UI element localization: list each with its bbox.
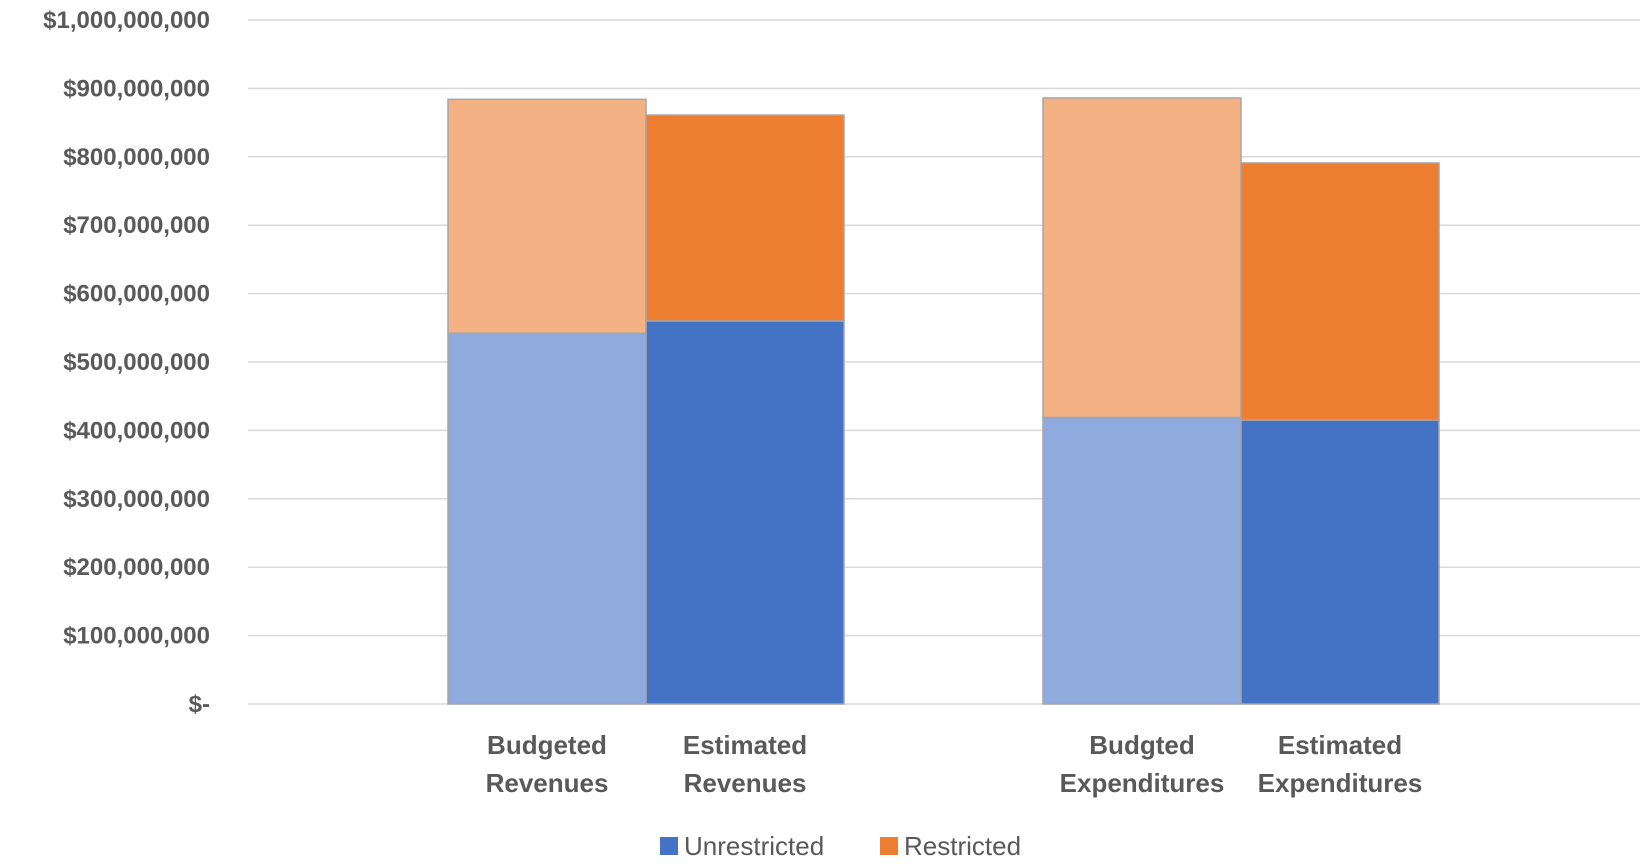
y-tick-label: $- bbox=[189, 691, 210, 718]
y-axis-tick-labels: $- $100,000,000 $200,000,000 $300,000,000 $4… bbox=[43, 7, 210, 718]
x-category-label: Estimated Revenues bbox=[683, 730, 807, 798]
bar-unrestricted-1 bbox=[645, 320, 845, 705]
y-tick-label: $500,000,000 bbox=[63, 349, 210, 376]
bar-restricted-0 bbox=[447, 98, 647, 335]
legend-swatch-restricted bbox=[880, 837, 898, 855]
x-category-label-line: Expenditures bbox=[1060, 768, 1225, 798]
legend-label-restricted: Restricted bbox=[904, 831, 1021, 861]
x-category-label-line: Budgeted bbox=[487, 730, 607, 760]
bar-unrestricted-2 bbox=[1042, 416, 1242, 705]
y-tick-label: $1,000,000,000 bbox=[43, 7, 210, 34]
x-category-label-line: Revenues bbox=[486, 768, 609, 798]
legend-swatch-unrestricted bbox=[660, 837, 678, 855]
bar-restricted-1 bbox=[645, 114, 845, 322]
x-category-label: Budgted Expenditures bbox=[1060, 730, 1225, 798]
x-category-label: Budgeted Revenues bbox=[486, 730, 609, 798]
bar-restricted-2 bbox=[1042, 97, 1242, 419]
y-tick-label: $100,000,000 bbox=[63, 623, 210, 650]
legend-label-unrestricted: Unrestricted bbox=[684, 831, 824, 861]
y-tick-label: $700,000,000 bbox=[63, 212, 210, 239]
x-axis-category-labels: Budgeted Revenues Estimated Revenues Budgted… bbox=[486, 730, 1423, 798]
bar-unrestricted-0 bbox=[447, 332, 647, 705]
x-category-label-line: Expenditures bbox=[1258, 768, 1423, 798]
y-tick-label: $900,000,000 bbox=[63, 75, 210, 102]
y-tick-label: $300,000,000 bbox=[63, 486, 210, 513]
bars bbox=[447, 97, 1440, 705]
legend: Unrestricted Restricted bbox=[660, 831, 1021, 861]
y-tick-label: $400,000,000 bbox=[63, 417, 210, 444]
x-category-label-line: Estimated bbox=[683, 730, 807, 760]
bar-unrestricted-3 bbox=[1240, 419, 1440, 705]
x-category-label-line: Estimated bbox=[1278, 730, 1402, 760]
y-tick-label: $800,000,000 bbox=[63, 144, 210, 171]
y-tick-label: $200,000,000 bbox=[63, 554, 210, 581]
bar-restricted-3 bbox=[1240, 162, 1440, 421]
x-category-label: Estimated Expenditures bbox=[1258, 730, 1423, 798]
x-category-label-line: Budgted bbox=[1089, 730, 1194, 760]
y-tick-label: $600,000,000 bbox=[63, 281, 210, 308]
x-category-label-line: Revenues bbox=[684, 768, 807, 798]
